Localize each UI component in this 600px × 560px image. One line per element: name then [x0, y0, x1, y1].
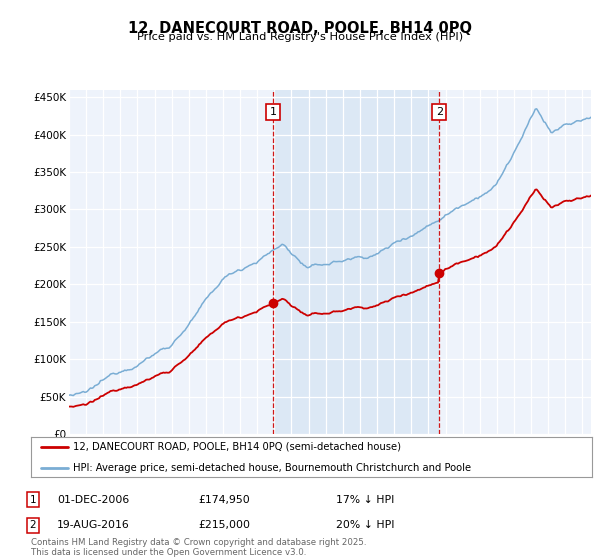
Text: 19-AUG-2016: 19-AUG-2016: [57, 520, 130, 530]
Text: 1: 1: [269, 107, 277, 117]
Text: 01-DEC-2006: 01-DEC-2006: [57, 494, 129, 505]
Text: 12, DANECOURT ROAD, POOLE, BH14 0PQ: 12, DANECOURT ROAD, POOLE, BH14 0PQ: [128, 21, 472, 36]
Text: £215,000: £215,000: [198, 520, 250, 530]
Text: 20% ↓ HPI: 20% ↓ HPI: [336, 520, 395, 530]
Text: HPI: Average price, semi-detached house, Bournemouth Christchurch and Poole: HPI: Average price, semi-detached house,…: [73, 463, 472, 473]
Text: £174,950: £174,950: [198, 494, 250, 505]
Text: 2: 2: [29, 520, 37, 530]
Text: 17% ↓ HPI: 17% ↓ HPI: [336, 494, 394, 505]
Text: 12, DANECOURT ROAD, POOLE, BH14 0PQ (semi-detached house): 12, DANECOURT ROAD, POOLE, BH14 0PQ (sem…: [73, 442, 401, 452]
Text: 1: 1: [29, 494, 37, 505]
Bar: [273, 90, 439, 434]
Text: Price paid vs. HM Land Registry's House Price Index (HPI): Price paid vs. HM Land Registry's House …: [137, 32, 463, 43]
Text: 2: 2: [436, 107, 443, 117]
Text: Contains HM Land Registry data © Crown copyright and database right 2025.
This d: Contains HM Land Registry data © Crown c…: [31, 538, 367, 557]
